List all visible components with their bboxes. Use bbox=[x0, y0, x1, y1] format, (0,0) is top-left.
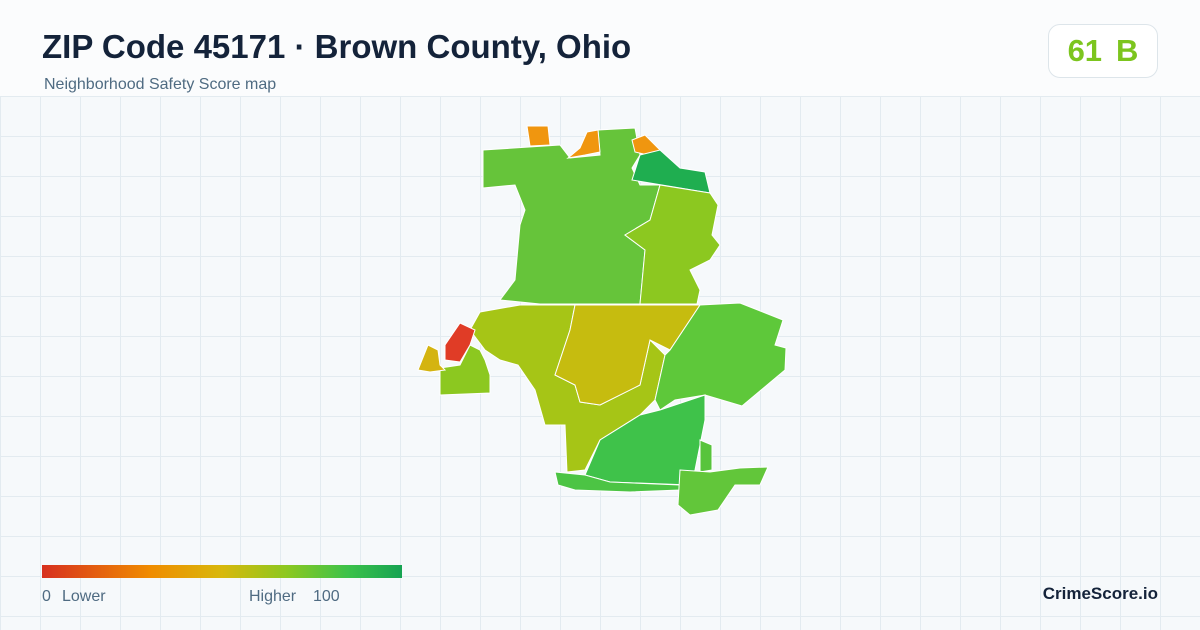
legend-max: 100 bbox=[313, 588, 340, 605]
region bbox=[439, 344, 491, 396]
region bbox=[631, 149, 711, 194]
region bbox=[417, 344, 447, 373]
region bbox=[677, 466, 769, 516]
score-value: 61 bbox=[1067, 33, 1103, 68]
brand: CrimeScore.io bbox=[1042, 584, 1158, 603]
legend-min: 0 bbox=[42, 588, 51, 605]
region bbox=[624, 184, 721, 305]
region bbox=[482, 127, 661, 305]
region bbox=[654, 302, 787, 411]
subtitle: Neighborhood Safety Score map bbox=[44, 76, 277, 93]
region bbox=[699, 439, 713, 473]
score-grade: B bbox=[1116, 33, 1139, 68]
title: ZIP Code 45171 · Brown County, Ohio bbox=[42, 28, 632, 65]
legend-gradient bbox=[42, 565, 402, 578]
header: ZIP Code 45171 · Brown County, Ohio Neig… bbox=[0, 0, 1200, 96]
legend-min-label: Lower bbox=[62, 588, 106, 605]
score-badge: 61 B bbox=[1048, 24, 1158, 78]
region bbox=[526, 125, 551, 147]
region bbox=[444, 322, 476, 363]
region bbox=[566, 129, 601, 159]
legend-max-label: Higher bbox=[249, 588, 297, 605]
